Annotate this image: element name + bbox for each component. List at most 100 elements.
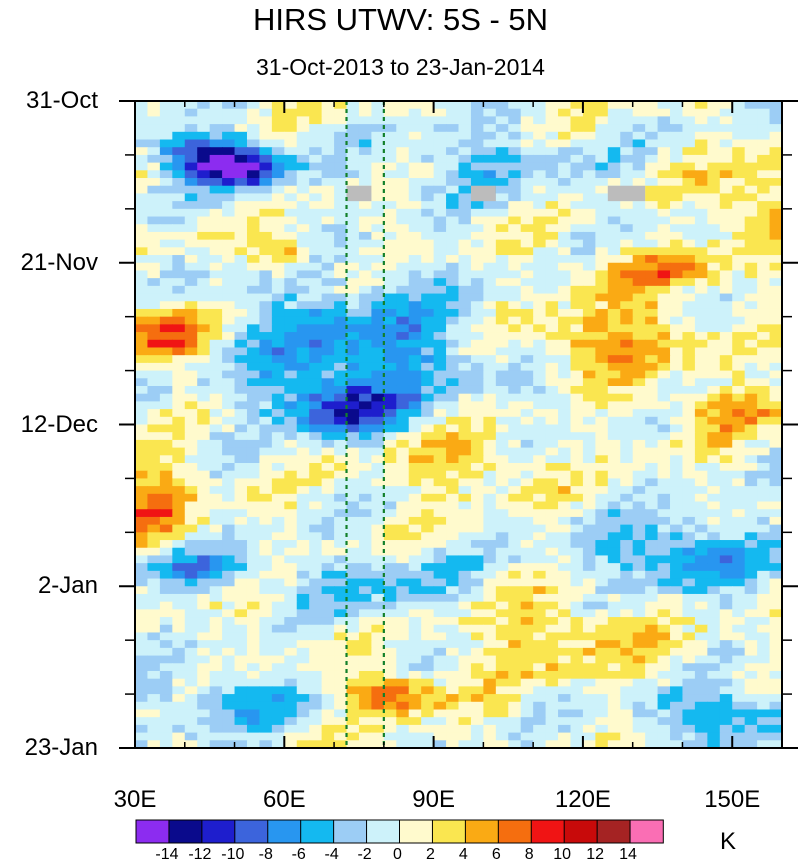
- field-cell: [595, 601, 609, 610]
- field-cell: [172, 193, 186, 202]
- field-cell: [271, 686, 285, 695]
- field-cell: [520, 101, 534, 110]
- field-cell: [682, 162, 696, 171]
- field-cell: [533, 262, 547, 272]
- field-cell: [582, 447, 596, 456]
- field-cell: [732, 162, 746, 171]
- field-cell: [694, 324, 708, 333]
- field-cell: [732, 255, 746, 264]
- field-cell: [433, 578, 447, 587]
- field-cell: [396, 655, 410, 664]
- field-cell: [483, 362, 497, 372]
- field-cell: [483, 601, 497, 610]
- field-cell: [707, 463, 721, 472]
- field-cell: [184, 532, 198, 541]
- field-cell: [421, 601, 435, 610]
- field-cell: [234, 432, 248, 441]
- field-cell: [433, 624, 447, 634]
- field-cell: [682, 147, 696, 156]
- field-cell: [284, 208, 298, 218]
- field-cell: [719, 116, 733, 125]
- field-cell: [545, 524, 559, 533]
- field-cell: [570, 101, 584, 110]
- field-cell: [222, 632, 236, 641]
- field-cell: [246, 193, 261, 202]
- field-cell: [346, 463, 360, 472]
- field-cell: [595, 185, 609, 195]
- field-cell: [595, 555, 609, 564]
- field-cell: [234, 355, 248, 364]
- field-cell: [744, 262, 758, 272]
- field-cell: [670, 601, 684, 610]
- field-cell: [645, 555, 659, 564]
- field-cell: [246, 439, 261, 449]
- field-cell: [769, 647, 783, 657]
- field-cell: [408, 463, 422, 472]
- field-cell: [396, 116, 410, 125]
- field-cell: [682, 478, 696, 487]
- field-cell: [246, 393, 261, 402]
- field-cell: [433, 709, 447, 718]
- field-cell: [159, 278, 173, 287]
- field-cell: [358, 439, 372, 449]
- field-cell: [582, 524, 596, 533]
- field-cell: [321, 724, 335, 734]
- field-cell: [296, 216, 310, 225]
- field-cell: [147, 724, 161, 734]
- field-cell: [570, 486, 584, 495]
- field-cell: [446, 516, 460, 526]
- field-cell: [458, 116, 472, 125]
- field-cell: [371, 108, 385, 117]
- field-cell: [483, 247, 497, 256]
- field-cell: [570, 216, 584, 225]
- field-cell: [694, 486, 708, 495]
- field-cell: [383, 409, 397, 418]
- field-cell: [284, 455, 298, 464]
- field-cell: [284, 486, 298, 495]
- field-cell: [682, 239, 696, 248]
- field-cell: [383, 362, 397, 372]
- x-tick-label: 30E: [113, 786, 157, 813]
- field-cell: [446, 362, 460, 372]
- field-cell: [446, 486, 460, 495]
- field-cell: [246, 547, 261, 557]
- field-cell: [582, 285, 596, 295]
- field-cell: [595, 540, 609, 549]
- field-cell: [284, 694, 298, 703]
- field-cell: [470, 455, 484, 464]
- field-cell: [383, 555, 397, 564]
- field-cell: [558, 255, 572, 264]
- field-cell: [470, 617, 484, 626]
- field-cell: [259, 655, 273, 664]
- field-cell: [246, 355, 261, 364]
- field-cell: [284, 432, 298, 441]
- field-cell: [470, 409, 484, 418]
- field-cell: [757, 170, 771, 179]
- field-cell: [184, 640, 198, 649]
- field-cell: [246, 378, 261, 387]
- field-cell: [222, 601, 236, 610]
- field-cell: [595, 255, 609, 264]
- field-cell: [458, 339, 472, 349]
- field-cell: [433, 131, 447, 141]
- field-cell: [769, 108, 783, 117]
- field-cell: [707, 632, 721, 641]
- field-cell: [570, 678, 584, 687]
- field-cell: [271, 154, 285, 164]
- field-cell: [595, 670, 609, 680]
- field-cell: [408, 670, 422, 680]
- field-cell: [135, 370, 149, 379]
- field-cell: [309, 185, 323, 195]
- field-cell: [334, 385, 348, 395]
- field-cell: [582, 509, 596, 518]
- field-cell: [558, 131, 572, 141]
- field-cell: [744, 362, 758, 372]
- field-cell: [620, 362, 634, 372]
- field-cell: [458, 154, 472, 164]
- field-cell: [309, 516, 323, 526]
- field-cell: [657, 231, 671, 241]
- field-cell: [495, 332, 509, 341]
- field-cell: [545, 724, 559, 734]
- field-cell: [209, 124, 223, 133]
- field-cell: [346, 432, 360, 441]
